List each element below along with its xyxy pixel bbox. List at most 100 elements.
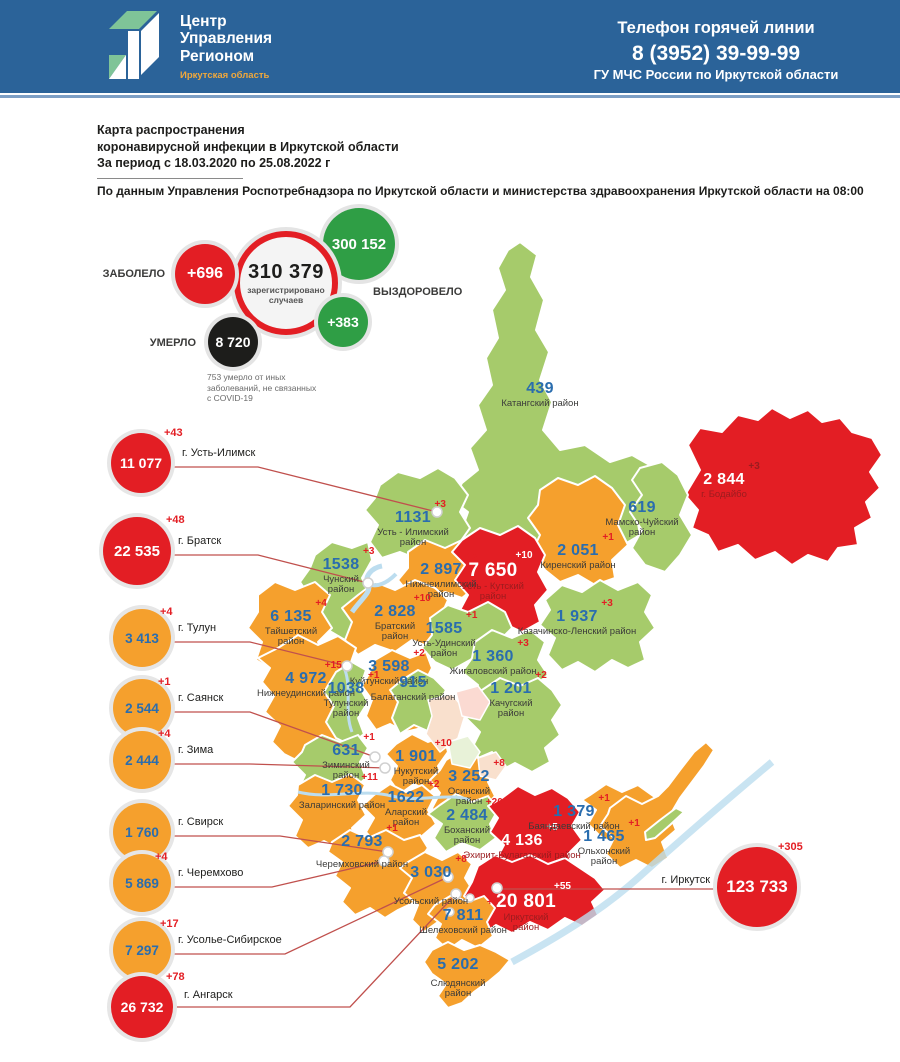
city-circle-ust-ilimsk: 11 077 — [111, 433, 171, 493]
city-label-usolye: г. Усолье-Сибирское — [178, 934, 282, 946]
city-dot-sayansk — [369, 751, 381, 763]
city-dot-irkutsk — [491, 882, 503, 894]
district-anno-mamsko-chuysky: 619 Мамско-Чуйский район — [605, 499, 679, 539]
connector-ust-ilimsk — [172, 466, 438, 513]
pale-area-4 — [477, 751, 507, 781]
connector-zima — [172, 763, 386, 769]
died-circle: 8 720 — [208, 317, 258, 367]
pale-area-3 — [447, 735, 481, 769]
died-value: 8 720 — [215, 334, 251, 350]
city-circle-tulun: 3 413 — [113, 609, 171, 667]
sick-delta-circle: +696 — [175, 244, 235, 304]
city-label-angarsk: г. Ангарск — [184, 989, 233, 1001]
district-slyudyansky-shape — [423, 941, 511, 1009]
hotline-block: Телефон горячей линии 8 (3952) 39-99-99 … — [546, 17, 886, 84]
city-label-irkutsk: г. Иркутск — [661, 874, 710, 886]
cur-logo-icon — [109, 11, 159, 79]
district-anno-ekhirit-bulagatsky: 4 136 +5 Эхирит-Булагатский район — [463, 822, 581, 861]
title-block: Карта распространения коронавирусной инф… — [97, 122, 864, 199]
died-label: УМЕРЛО — [149, 337, 196, 349]
city-dot-2 — [465, 893, 475, 903]
recovered-delta-value: +383 — [327, 314, 359, 330]
district-anno-zalarinsky: 1 730 +11 Заларинский район — [298, 772, 386, 811]
hotline-phone: 8 (3952) 39-99-99 — [631, 42, 801, 66]
district-anno-zhigalovsky: 1 360 +3 Жигаловский район — [449, 638, 537, 677]
district-anno-kirensky: 2 051 +1 Киренский район — [540, 532, 616, 571]
city-label-svirsk: г. Свирск — [178, 816, 224, 828]
district-anno-bayandaevsky: 1 379 +1 Баяндаевский район — [528, 793, 620, 832]
connector-angarsk — [174, 893, 457, 1008]
sick-label: ЗАБОЛЕЛО — [102, 268, 165, 280]
logo-line2: Управления — [180, 30, 273, 48]
district-anno-ziminsky: 631 +1 Зиминский район — [322, 732, 375, 782]
district-anno-kachugsky: 1 201 +2 Качугский район — [489, 670, 547, 720]
data-source-line: По данным Управления Роспотребнадзора по… — [97, 183, 864, 198]
registered-caption: зарегистрировано случаев — [247, 284, 325, 305]
logo-text: Центр Управления Регионом Иркутская обла… — [180, 13, 272, 82]
city-dot-tulun — [341, 660, 353, 672]
district-anno-cheremkhovsky: 2 793 +1 Черемховский район — [315, 823, 409, 870]
city-delta-angarsk: +78 — [166, 971, 185, 983]
district-anno-ust-kutsky: 7 650 +10 Усть - Кутский район — [462, 550, 533, 603]
city-delta-usolye: +17 — [160, 918, 179, 930]
olkhon-island-shape — [644, 807, 685, 841]
city-dot-ust-ilimsk — [431, 506, 443, 518]
city-circle-zima: 2 444 — [113, 731, 171, 789]
district-anno-slyudyansky: 5 202 Слюдянский район — [430, 956, 486, 1000]
district-anno-nizhneudinsky: 4 972 +15 Нижнеудинский район — [256, 660, 356, 699]
city-dot-angarsk — [450, 888, 462, 900]
header: Центр Управления Регионом Иркутская обла… — [0, 0, 900, 93]
hotline-title: Телефон горячей линии — [617, 19, 815, 37]
city-delta-cheremkhovo: +4 — [155, 851, 168, 863]
district-anno-bodaibo: 2 844 +3 г. Бодайбо — [701, 461, 760, 500]
map-title-line2: коронавирусной инфекции в Иркутской обла… — [97, 139, 399, 154]
district-anno-usolsky: 3 030 +8 Усольский район — [393, 854, 469, 907]
river-south — [297, 790, 471, 802]
city-circle-angarsk: 26 732 — [111, 976, 173, 1038]
district-olkhonsky-shape — [599, 741, 715, 869]
city-label-bratsk: г. Братск — [178, 535, 222, 547]
recovered-delta-circle: +383 — [318, 297, 368, 347]
district-kazachinsko-lensky-shape — [539, 579, 656, 673]
map-title-period: За период с 18.03.2020 по 25.08.2022 г — [97, 156, 331, 170]
city-circle-cheremkhovo: 5 869 — [113, 854, 171, 912]
baikal-shoreline — [510, 759, 775, 966]
district-anno-alarsky: 1622 +2 Аларский район — [385, 779, 440, 829]
city-delta-zima: +4 — [158, 728, 171, 740]
city-delta-irkutsk: +305 — [778, 841, 803, 853]
city-label-tulun: г. Тулун — [178, 622, 217, 634]
city-circle-sayansk: 2 544 — [113, 679, 171, 737]
map-title-line1: Карта распространения — [97, 123, 245, 137]
city-circle-bratsk: 22 535 — [103, 517, 171, 585]
district-anno-olkhonsky: 1 465 +1 Ольхонский район — [577, 818, 640, 868]
district-anno-tulunsky: 1038 +1 Тулунский район — [323, 670, 380, 720]
district-anno-bratsky: 2 828 +10 Братский район — [374, 593, 431, 643]
recovered-total-value: 300 152 — [331, 235, 387, 253]
connector-bratsk — [174, 554, 369, 584]
district-bodaibo-shape — [684, 407, 883, 566]
district-anno-irkutsky: 20 801 +55 Иркутский район — [496, 881, 571, 934]
city-label-zima: г. Зима — [178, 744, 214, 756]
hotline-org: ГУ МЧС России по Иркутской области — [593, 67, 839, 83]
city-label-cheremkhovo: г. Черемхово — [178, 867, 244, 879]
city-delta-tulun: +4 — [160, 606, 173, 618]
connector-svirsk — [172, 835, 389, 853]
connector-usolye — [172, 876, 449, 955]
district-anno-kazachinsko-lensky: 1 937 +3 Казачинско-Ленский район — [517, 598, 637, 637]
district-anno-nizhneilimsky: 2 897 +5 Нижнеилимский район — [405, 551, 477, 601]
river-iya — [343, 669, 354, 733]
city-label-sayansk: г. Саянск — [178, 692, 224, 704]
district-anno-ust-ilimsky: 1131 +3 Усть - Илимский район — [377, 499, 449, 549]
connector-tulun — [172, 641, 348, 667]
city-dot-usolye — [442, 871, 454, 883]
city-delta-ust-ilimsk: +43 — [164, 427, 183, 439]
district-anno-nukutsky: 1 901 +10 Нукутский район — [393, 738, 452, 788]
district-anno-taishetsky: 6 135 +4 Тайшетский район — [264, 598, 327, 648]
city-label-ust-ilimsk: г. Усть-Илимск — [182, 447, 256, 459]
district-anno-ust-udinsky: 1585 +1 Усть-Удинский район — [412, 610, 478, 660]
header-divider — [0, 95, 900, 98]
registered-value: 310 379 — [248, 260, 324, 283]
connector-sayansk — [172, 711, 376, 758]
district-mamsko-chuysky-shape — [629, 461, 693, 573]
